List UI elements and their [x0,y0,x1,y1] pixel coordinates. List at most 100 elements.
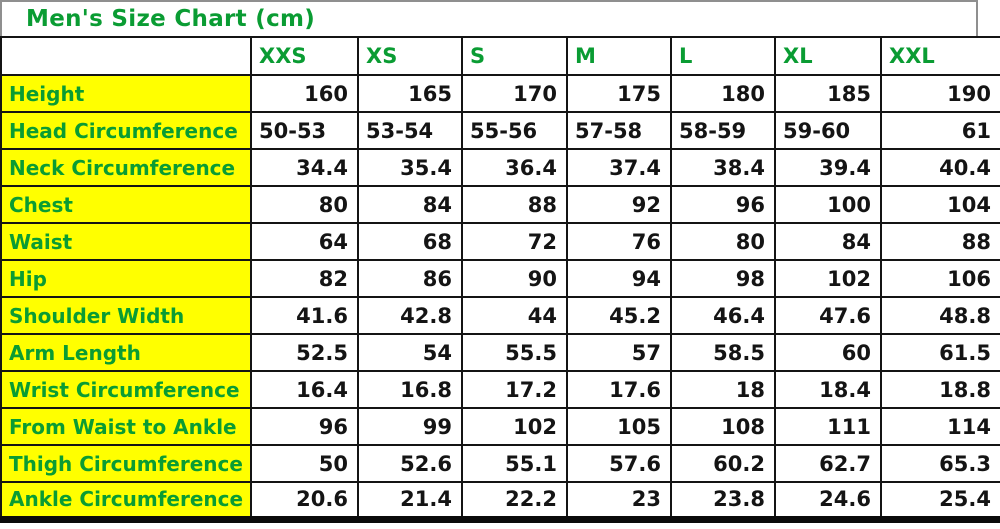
cell-value: 92 [566,185,672,224]
cell-value: 16.8 [357,370,463,409]
cell-value: 114 [880,407,1000,446]
cell-value: 185 [774,74,882,113]
cell-value: 96 [670,185,776,224]
table-row: Wrist Circumference 16.4 16.8 17.2 17.6 18 18.… [0,370,1000,409]
cell-value: 16.4 [250,370,359,409]
table-row: Shoulder Width 41.6 42.8 44 45.2 46.4 47.6 48.8 [0,296,1000,335]
cell-value: 54 [357,333,463,372]
cell-value: 50 [250,444,359,483]
table-body: Height 160 165 170 175 180 185 190 Head Circumfe… [0,74,1000,520]
cell-value: 23 [566,481,672,520]
cell-value: 58-59 [670,111,776,150]
table-row: From Waist to Ankle 96 99 102 105 108 111 114 [0,407,1000,446]
cell-value: 17.6 [566,370,672,409]
cell-value: 55-56 [461,111,568,150]
cell-value: 18.8 [880,370,1000,409]
cell-value: 18 [670,370,776,409]
cell-value: 98 [670,259,776,298]
cell-value: 53-54 [357,111,463,150]
cell-value: 62.7 [774,444,882,483]
table-row: Thigh Circumference 50 52.6 55.1 57.6 60.2 62.… [0,444,1000,483]
cell-value: 45.2 [566,296,672,335]
cell-value: 88 [461,185,568,224]
cell-value: 64 [250,222,359,261]
cell-value: 65.3 [880,444,1000,483]
table-row: Ankle Circumference 20.6 21.4 22.2 23 23.8 24.… [0,481,1000,520]
row-label: Thigh Circumference [0,444,252,483]
cell-value: 100 [774,185,882,224]
row-label: From Waist to Ankle [0,407,252,446]
row-label: Head Circumference [0,111,252,150]
cell-value: 61.5 [880,333,1000,372]
table-row: Waist 64 68 72 76 80 84 88 [0,222,1000,261]
cell-value: 55.5 [461,333,568,372]
row-label: Height [0,74,252,113]
cell-value: 108 [670,407,776,446]
cell-value: 59-60 [774,111,882,150]
table-row: Arm Length 52.5 54 55.5 57 58.5 60 61.5 [0,333,1000,372]
cell-value: 105 [566,407,672,446]
cell-value: 36.4 [461,148,568,187]
title-bar: Men's Size Chart (cm) [0,0,978,36]
cell-value: 82 [250,259,359,298]
size-column-header-m: M [566,36,672,76]
cell-value: 84 [774,222,882,261]
cell-value: 39.4 [774,148,882,187]
cell-value: 106 [880,259,1000,298]
table-row: Neck Circumference 34.4 35.4 36.4 37.4 38.4 39… [0,148,1000,187]
cell-value: 46.4 [670,296,776,335]
cell-value: 40.4 [880,148,1000,187]
cell-value: 24.6 [774,481,882,520]
corner-cell [0,36,252,76]
cell-value: 80 [670,222,776,261]
cell-value: 190 [880,74,1000,113]
cell-value: 35.4 [357,148,463,187]
cell-value: 52.6 [357,444,463,483]
cell-value: 72 [461,222,568,261]
cell-value: 21.4 [357,481,463,520]
cell-value: 50-53 [250,111,359,150]
cell-value: 76 [566,222,672,261]
size-column-header-xs: XS [357,36,463,76]
cell-value: 34.4 [250,148,359,187]
cell-value: 102 [774,259,882,298]
row-label: Hip [0,259,252,298]
row-label: Shoulder Width [0,296,252,335]
cell-value: 23.8 [670,481,776,520]
cell-value: 80 [250,185,359,224]
cell-value: 99 [357,407,463,446]
cell-value: 60 [774,333,882,372]
cell-value: 111 [774,407,882,446]
row-label: Waist [0,222,252,261]
row-label: Arm Length [0,333,252,372]
cell-value: 88 [880,222,1000,261]
cell-value: 57-58 [566,111,672,150]
cell-value: 68 [357,222,463,261]
size-column-header-l: L [670,36,776,76]
cell-value: 25.4 [880,481,1000,520]
table-row: Chest 80 84 88 92 96 100 104 [0,185,1000,224]
cell-value: 90 [461,259,568,298]
cell-value: 60.2 [670,444,776,483]
size-column-header-xl: XL [774,36,882,76]
row-label: Wrist Circumference [0,370,252,409]
cell-value: 180 [670,74,776,113]
page-title: Men's Size Chart (cm) [26,6,316,32]
cell-value: 94 [566,259,672,298]
cell-value: 102 [461,407,568,446]
table-row: Height 160 165 170 175 180 185 190 [0,74,1000,113]
table-row: Head Circumference 50-53 53-54 55-56 57-58 58… [0,111,1000,150]
cell-value: 47.6 [774,296,882,335]
cell-value: 37.4 [566,148,672,187]
size-column-header-xxs: XXS [250,36,359,76]
size-column-header-s: S [461,36,568,76]
table-row: Hip 82 86 90 94 98 102 106 [0,259,1000,298]
row-label: Neck Circumference [0,148,252,187]
cell-value: 42.8 [357,296,463,335]
size-chart-table: XXS XS S M L XL XXL Height 160 165 170 175 18… [0,36,1000,523]
cell-value: 20.6 [250,481,359,520]
cell-value: 38.4 [670,148,776,187]
cell-value: 18.4 [774,370,882,409]
cell-value: 48.8 [880,296,1000,335]
